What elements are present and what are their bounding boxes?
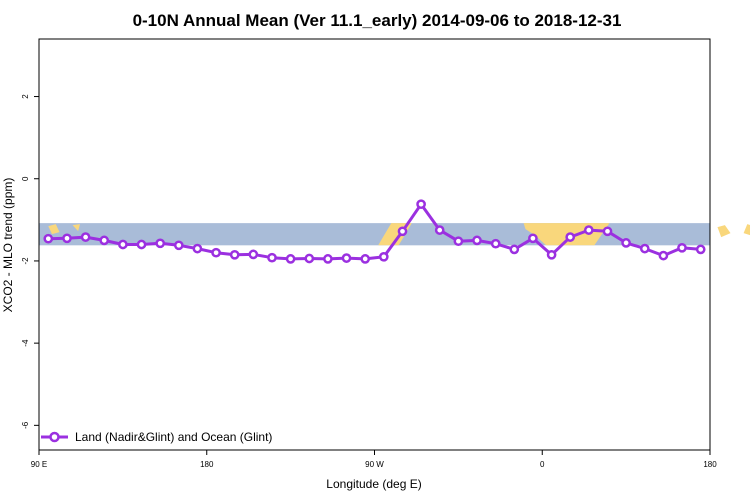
data-point [285,254,296,264]
data-point [341,253,352,263]
data-point [62,233,72,244]
data-point [639,243,650,254]
data-point [99,235,110,246]
data-point [248,249,259,260]
y-tick-label: -6 [21,421,30,429]
data-point [211,247,221,258]
data-point [118,239,128,250]
data-point [360,254,371,264]
data-point [434,225,445,235]
data-point [155,238,166,249]
y-tick-label: 2 [21,94,30,99]
legend-label: Land (Nadir&Glint) and Ocean (Glint) [75,430,272,444]
x-tick-label: 180 [703,460,717,469]
data-point [602,226,613,237]
series-layer [43,199,706,264]
y-axis-label: XCO2 - MLO trend (ppm) [1,178,15,313]
data-point [267,252,277,263]
data-point [509,244,520,255]
chart-title: 0-10N Annual Mean (Ver 11.1_early) 2014-… [133,11,622,30]
x-tick-label: 90 E [31,460,47,469]
data-point [621,238,631,248]
y-axis: 2 0 -2 -4 -6 [21,94,39,429]
x-tick-label: 0 [540,460,545,469]
y-tick-label: -2 [21,257,30,265]
y-tick-label: 0 [21,176,30,181]
data-point [397,226,408,237]
legend: Land (Nadir&Glint) and Ocean (Glint) [41,430,272,444]
data-point [43,233,54,244]
data-point [80,232,91,242]
land-patch [743,224,750,236]
x-tick-label: 90 W [365,460,384,469]
data-point [378,251,389,262]
data-point [229,249,240,260]
data-point [416,199,426,210]
data-point [472,235,482,246]
data-point [304,253,315,264]
data-point [136,239,147,250]
data-point [583,225,594,235]
land-patch [48,224,60,235]
x-tick-label: 180 [200,460,214,469]
data-point [173,240,184,251]
land-patch [717,225,731,238]
land-patch [72,224,80,232]
x-axis: 90 E 180 90 W 0 180 [31,450,717,469]
data-point [192,243,203,254]
data-point [658,250,669,261]
legend-marker [49,431,60,443]
data-point [695,244,706,255]
data-point [323,254,333,264]
data-point [528,233,538,244]
data-point [490,238,501,249]
data-point [546,249,557,260]
data-point [453,236,464,247]
x-axis-label: Longitude (deg E) [326,477,421,491]
data-point [565,232,576,242]
y-tick-label: -4 [21,339,30,347]
data-point [677,242,687,253]
